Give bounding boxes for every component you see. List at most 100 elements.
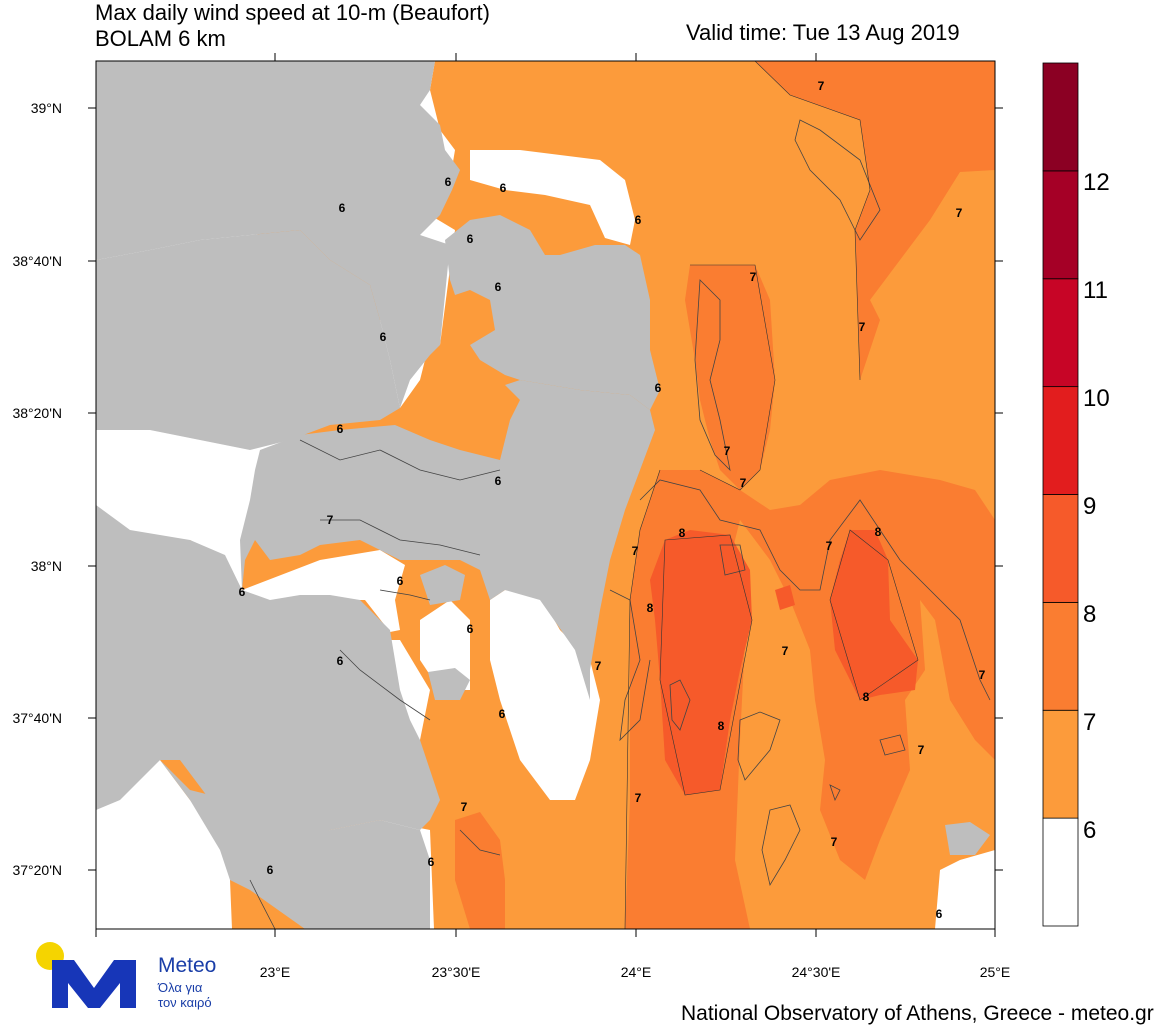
lon-label: 24°E (621, 964, 652, 980)
lon-ticks (95, 53, 996, 937)
land-mainland (96, 61, 460, 408)
lat-label: 38°N (31, 558, 62, 574)
wind-zone-8 (455, 812, 505, 929)
contour-label: 8 (875, 525, 882, 539)
colorbar-swatch (1042, 278, 1079, 388)
lon-label: 23°30'E (432, 964, 481, 980)
model-name: BOLAM 6 km (95, 26, 226, 51)
wind-zone-9 (830, 530, 918, 700)
contour-label: 6 (337, 654, 344, 668)
contour-label: 7 (632, 544, 639, 558)
contour-label: 6 (339, 201, 346, 215)
colorbar-label: 10 (1083, 385, 1110, 412)
colorbar-swatch (1042, 62, 1079, 172)
land-aegina (428, 668, 470, 700)
land-south (160, 760, 430, 929)
lat-label: 38°20'N (12, 405, 62, 421)
colorbar-label: 11 (1083, 277, 1108, 304)
contour-label: 7 (818, 79, 825, 93)
contour-label: 7 (635, 791, 642, 805)
wind-zone-8 (755, 61, 995, 380)
colorbar-swatch (1042, 386, 1079, 495)
contour-label: 7 (595, 659, 602, 673)
wind-zone-9 (650, 530, 752, 795)
contour-label: 8 (679, 526, 686, 540)
contour-label: 6 (495, 474, 502, 488)
footer-credit: National Observatory of Athens, Greece -… (681, 1002, 1154, 1025)
colorbar-label: 6 (1083, 817, 1096, 844)
contour-label: 8 (647, 601, 654, 615)
contour-label: 6 (337, 422, 344, 436)
meteo-logo[interactable]: Meteo Όλα για τον καιρό (34, 938, 244, 1010)
wind-zone-6 (470, 150, 635, 245)
contour-label: 7 (327, 513, 334, 527)
contour-label: 8 (718, 719, 725, 733)
contour-label: 6 (635, 213, 642, 227)
land-central-greece (240, 380, 655, 700)
contour-label: 6 (267, 863, 274, 877)
lat-label: 37°20'N (12, 862, 62, 878)
colorbar-label: 7 (1083, 709, 1096, 736)
land-thessaly-tip (96, 230, 400, 450)
wind-zone-9 (775, 585, 795, 610)
contour-label: 6 (428, 855, 435, 869)
contour-label: 6 (467, 232, 474, 246)
wind-zone-6 (420, 600, 470, 690)
contour-label: 7 (979, 668, 986, 682)
colorbar-swatch (1042, 494, 1079, 603)
land-andros-island (945, 822, 990, 855)
lon-label: 23°E (260, 964, 291, 980)
map-frame (95, 60, 996, 930)
lat-label: 39°N (31, 100, 62, 116)
colorbar-label: 9 (1083, 493, 1096, 520)
contour-label: 6 (239, 585, 246, 599)
colorbar-swatch (1042, 709, 1079, 819)
contour-label: 7 (461, 800, 468, 814)
contour-label-group: 7 6 6 6 7 6 6 7 6 7 6 6 6 7 7 7 8 7 8 7 … (239, 79, 986, 921)
contour-label: 7 (826, 539, 833, 553)
contour-label: 7 (956, 206, 963, 220)
contour-label: 6 (380, 330, 387, 344)
contour-label: 6 (936, 907, 943, 921)
contour-label: 6 (499, 707, 506, 721)
contour-label: 6 (397, 574, 404, 588)
lat-label: 37°40'N (12, 710, 62, 726)
contour-label: 7 (724, 444, 731, 458)
colorbar-label: 8 (1083, 601, 1096, 628)
contour-label: 7 (831, 835, 838, 849)
contour-lines (624, 61, 919, 929)
contour-label: 7 (918, 743, 925, 757)
logo-brand: Meteo (158, 954, 217, 977)
contour-label: 7 (782, 644, 789, 658)
lat-ticks (88, 107, 1003, 871)
contour-label: 7 (859, 320, 866, 334)
contour-label: 7 (750, 270, 757, 284)
contour-label: 6 (495, 280, 502, 294)
wind-zone-6 (96, 760, 240, 929)
colorbar (1042, 62, 1079, 927)
map-title: Max daily wind speed at 10-m (Beaufort) (95, 0, 490, 25)
colorbar-swatch (1042, 817, 1079, 927)
land-euboea (445, 215, 660, 410)
logo-tagline: Όλα για (158, 980, 203, 995)
colorbar-swatch (1042, 601, 1079, 711)
colorbar-swatch (1042, 170, 1079, 280)
wind-zone-8 (685, 265, 775, 490)
m-letter-icon (52, 960, 136, 1008)
land-salamis (420, 565, 465, 605)
contour-label: 8 (863, 690, 870, 704)
logo-mark-icon (36, 942, 136, 1008)
lon-label: 24°30'E (792, 964, 841, 980)
colorbar-label: 12 (1083, 169, 1110, 196)
coastlines (249, 119, 991, 929)
lat-label: 38°40'N (12, 253, 62, 269)
land-peloponnese (96, 505, 440, 860)
lon-label: 25°E (980, 964, 1011, 980)
contour-label: 7 (740, 476, 747, 490)
valid-time: Valid time: Tue 13 Aug 2019 (686, 20, 960, 45)
contour-label: 6 (467, 622, 474, 636)
contour-label: 6 (655, 381, 662, 395)
logo-tagline: τον καιρό (158, 995, 212, 1010)
wind-zone-6 (935, 850, 995, 929)
